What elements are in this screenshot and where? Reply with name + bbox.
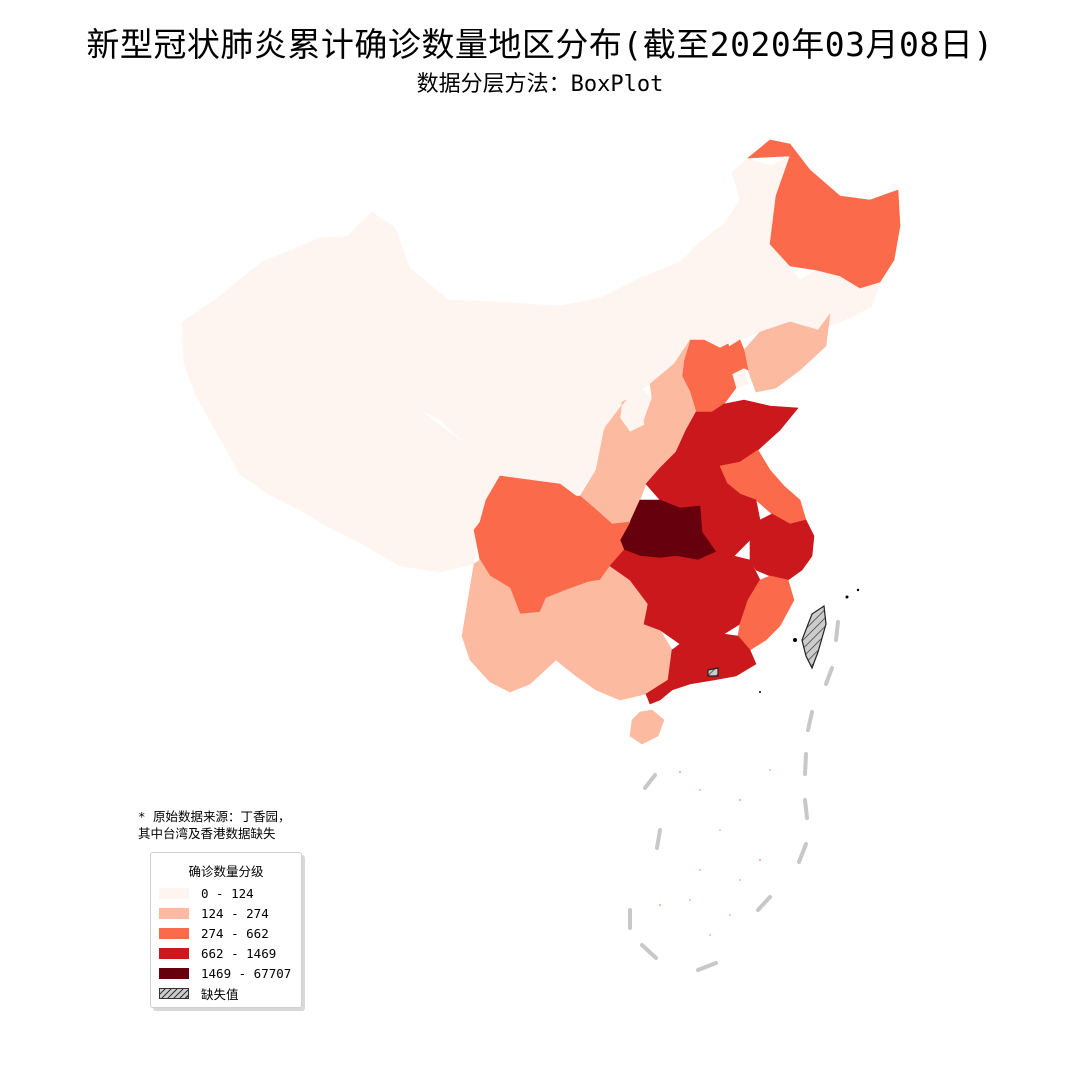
page-title: 新型冠状肺炎累计确诊数量地区分布(截至2020年03月08日) — [86, 25, 994, 64]
legend-entry: 124 - 274 — [151, 903, 301, 923]
legend-entries: 0 - 124 124 - 274 274 - 662 662 - 1469 1469 … — [151, 883, 301, 1003]
legend-swatch — [159, 987, 189, 999]
nine-dash-line — [628, 620, 840, 972]
south-china-sea-islands — [658, 769, 771, 936]
legend-swatch — [159, 927, 189, 939]
legend-swatch — [159, 887, 189, 899]
legend-title: 确诊数量分级 — [188, 864, 264, 879]
region-广东 — [645, 629, 757, 705]
source-note: * 原始数据来源：丁香园， 其中台湾及香港数据缺失 — [138, 809, 291, 841]
region-香港 — [707, 667, 719, 677]
region-福建 — [737, 575, 795, 651]
legend-swatch — [159, 907, 189, 919]
legend-label: 0 - 124 — [201, 885, 254, 901]
region-海南 — [629, 709, 665, 745]
legend-entry: 0 - 124 — [151, 883, 301, 903]
legend-entry: 1469 - 67707 — [151, 963, 301, 983]
region-黑龙江 — [747, 139, 901, 289]
islands-near-taiwan — [759, 588, 860, 693]
legend-entry: 274 - 662 — [151, 923, 301, 943]
legend-entry: 缺失值 — [151, 983, 301, 1003]
legend-entry: 662 - 1469 — [151, 943, 301, 963]
map-legend: 确诊数量分级 0 - 124 124 - 274 274 - 662 662 - 14… — [150, 852, 302, 1008]
region-广西 — [555, 623, 673, 701]
legend-label: 1469 - 67707 — [201, 965, 292, 981]
legend-label: 274 - 662 — [201, 925, 269, 941]
legend-swatch — [159, 947, 189, 959]
legend-swatch — [159, 967, 189, 979]
legend-label: 缺失值 — [201, 986, 239, 1002]
region-台湾 — [801, 604, 827, 670]
page-subtitle: 数据分层方法：BoxPlot — [416, 72, 664, 97]
region-浙江 — [749, 513, 815, 581]
legend-label: 662 - 1469 — [201, 945, 277, 961]
legend-label: 124 - 274 — [201, 905, 269, 921]
